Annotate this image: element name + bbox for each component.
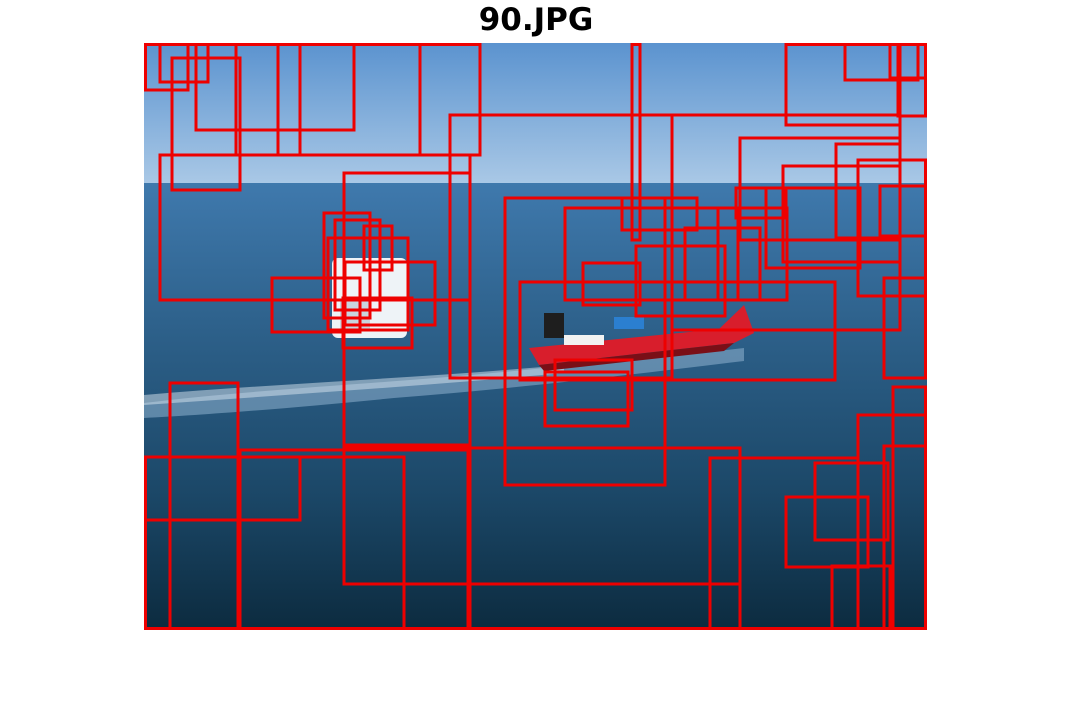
bounding-box xyxy=(630,43,642,242)
bounding-box xyxy=(620,196,699,232)
bounding-box xyxy=(891,385,927,630)
bounding-box xyxy=(896,43,927,118)
bounding-box xyxy=(843,43,920,82)
bounding-box xyxy=(333,218,382,312)
bounding-box xyxy=(270,276,362,334)
background-photo xyxy=(144,43,927,630)
bounding-box xyxy=(466,446,742,630)
bounding-box xyxy=(882,276,927,380)
photo-scene xyxy=(144,43,927,630)
bounding-box xyxy=(563,206,740,302)
bounding-box xyxy=(170,56,242,192)
bounding-box xyxy=(326,236,410,332)
bounding-box xyxy=(158,43,210,84)
bounding-box xyxy=(543,370,630,428)
detection-image xyxy=(144,43,927,630)
bounding-box xyxy=(581,261,642,307)
bounding-box xyxy=(518,280,837,382)
bounding-box xyxy=(634,244,727,318)
bounding-box xyxy=(716,206,789,302)
bounding-box xyxy=(341,296,414,350)
bounding-box xyxy=(784,43,902,127)
bounding-box xyxy=(362,224,394,272)
bounding-box xyxy=(553,358,634,412)
figure-title: 90.JPG xyxy=(478,2,594,38)
bounding-boxes xyxy=(144,43,927,630)
bounding-box xyxy=(784,495,870,569)
boat xyxy=(529,305,754,371)
bounding-box xyxy=(813,461,890,542)
bounding-box xyxy=(343,260,437,327)
bounding-box xyxy=(764,186,862,270)
bounding-box xyxy=(834,142,902,240)
bounding-box xyxy=(734,186,788,220)
bounding-box xyxy=(322,211,372,320)
bounding-box xyxy=(878,184,927,238)
bounding-box xyxy=(503,196,667,487)
bounding-box xyxy=(238,448,472,630)
